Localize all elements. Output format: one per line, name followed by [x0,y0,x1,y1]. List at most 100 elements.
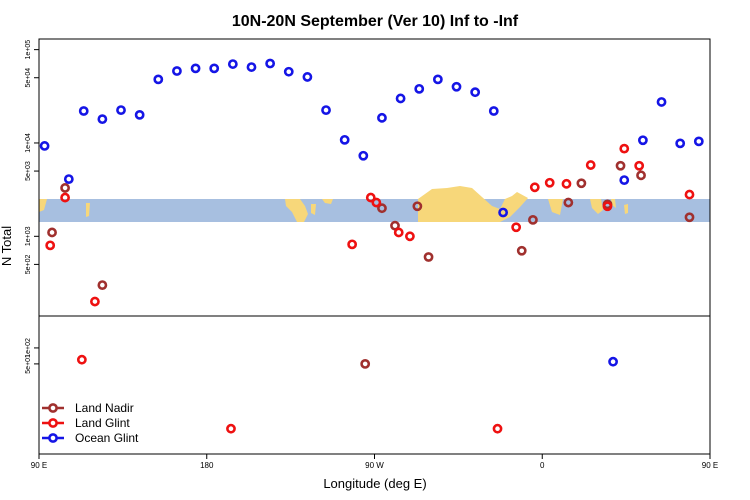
legend-marker-land-nadir [48,403,58,413]
ocean-glint-point [432,74,443,85]
y-tick-label: 1e+02 [25,338,32,358]
x-tick-label: 90 E [31,461,47,470]
ocean-glint-point [172,66,182,76]
plot-frame [38,38,711,455]
x-axis-label: Longitude (deg E) [323,476,426,491]
land-glint-point [45,240,56,251]
land-nadir-point [615,160,626,171]
y-tick-label: 1e+03 [25,226,32,246]
land-nadir-point [423,252,434,262]
ocean-glint-point [321,105,331,115]
ocean-glint-point [265,58,276,69]
ocean-glint-point [227,59,238,69]
ocean-glint-point [608,356,618,367]
landmass-3 [285,199,308,222]
land-nadir-point [528,214,538,225]
land-glint-point [602,201,613,212]
land-glint-point [76,354,87,365]
legend-marker-ocean-glint [48,433,58,443]
y-tick-label: 1e+05 [25,40,32,60]
ocean-glint-point [78,106,89,116]
land-glint-point [544,177,555,188]
ocean-glint-point [246,62,257,72]
ocean-glint-point [209,63,220,74]
ocean-glint-point [414,83,425,94]
ocean-glint-point [97,114,108,125]
land-glint-point [561,178,572,189]
land-glint-point [365,192,376,203]
land-nadir-point [684,212,695,223]
land-glint-point [511,222,522,233]
landmass-8 [590,199,603,214]
landmass-5 [322,199,333,204]
legend-marker-land-glint [48,418,58,428]
ocean-glint-point [377,112,387,123]
land-nadir-point [412,201,423,212]
land-nadir-point [97,280,108,291]
landmass-9 [611,199,616,208]
legend-label-land-nadir: Land Nadir [75,401,134,415]
y-tick-label: 5e+01 [25,354,32,374]
x-tick-label: 90 E [702,461,718,470]
x-tick-label: 90 W [365,461,384,470]
y-tick-label: 5e+03 [25,161,32,181]
land-glint-point [492,423,503,434]
land-nadir-point [636,170,646,181]
ocean-glint-point [153,74,164,85]
land-glint-point [529,182,540,193]
data-points [39,58,704,434]
land-glint-point [634,160,645,171]
land-glint-point [347,239,358,250]
ocean-glint-point [488,106,499,116]
x-tick-label: 0 [540,461,545,470]
ocean-glint-point [656,97,667,107]
land-nadir-point [516,245,527,256]
land-glint-point [393,227,404,238]
ocean-glint-point [358,150,369,161]
y-tick-label: 5e+04 [25,68,32,88]
legend-label-ocean-glint: Ocean Glint [75,431,139,445]
land-glint-point [684,189,695,200]
land-nadir-point [563,197,574,208]
land-glint-point [405,231,415,242]
landmass-10 [624,204,628,214]
land-glint-point [585,160,596,170]
landmass-7 [548,199,563,215]
ocean-glint-point [675,138,686,149]
ocean-glint-point [63,174,74,185]
landmass-1 [39,199,47,212]
land-glint-point [90,296,100,307]
ocean-glint-point [451,81,462,92]
land-nadir-point [360,358,371,369]
ocean-glint-point [619,175,630,186]
land-glint-point [226,423,236,434]
ocean-glint-point [339,134,350,145]
ocean-glint-point [283,66,294,77]
land-glint-point [371,197,382,208]
landmass-2 [86,203,90,217]
ocean-glint-point [134,109,145,120]
x-tick-label: 180 [200,461,214,470]
ocean-glint-point [638,135,648,146]
ocean-glint-point [470,87,481,98]
legend-label-land-glint: Land Glint [75,416,130,430]
land-glint-point [60,192,70,203]
y-tick-label: 1e+04 [25,133,32,153]
y-tick-label: 5e+02 [25,254,32,274]
land-nadir-point [377,203,387,214]
ocean-glint-point [116,105,126,115]
land-nadir-point [60,183,70,193]
ocean-band [39,199,710,222]
land-nadir-point [47,227,57,238]
ocean-glint-point [39,141,50,151]
landmass-4 [311,204,316,215]
ocean-glint-point [498,207,509,218]
ocean-glint-point [302,72,313,82]
land-glint-point [619,143,630,154]
chart-title: 10N-20N September (Ver 10) Inf to -Inf [232,13,519,30]
y-axis-label: N Total [0,226,14,266]
